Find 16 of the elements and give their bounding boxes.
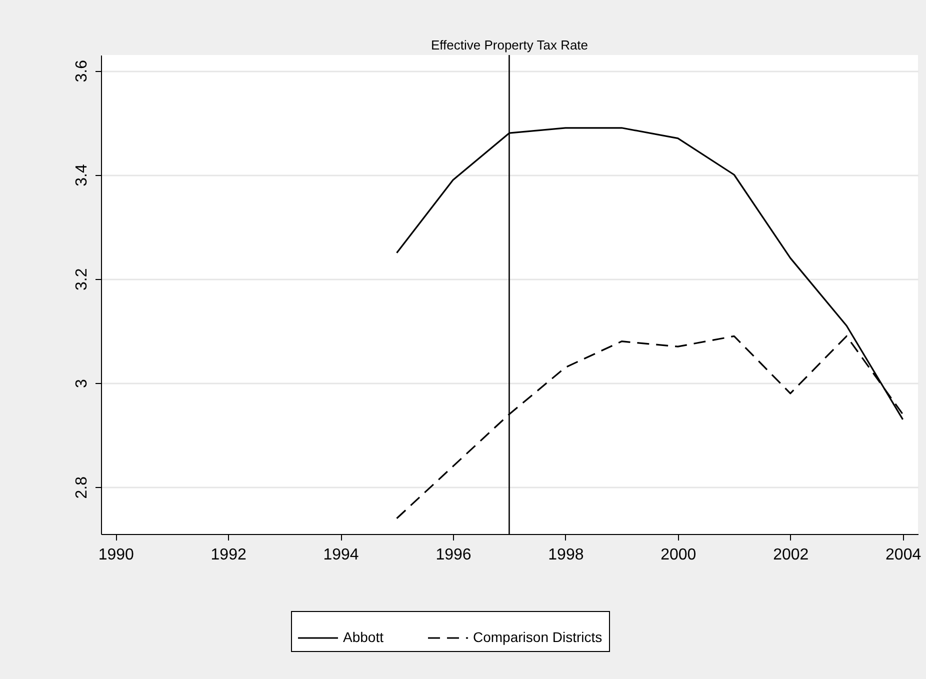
x-tick-label: 1996 xyxy=(436,546,472,564)
x-tick-label: 1990 xyxy=(98,546,134,564)
legend-label: Comparison Districts xyxy=(473,629,602,645)
x-tick-label: 2004 xyxy=(886,546,922,564)
x-tick-label: 1998 xyxy=(548,546,584,564)
y-tick-label: 2.8 xyxy=(74,476,90,499)
y-tick-label: 3.6 xyxy=(74,60,90,82)
x-tick-label: 2002 xyxy=(773,546,809,564)
y-tick-label: 3 xyxy=(74,378,90,388)
y-tick-label: 3.2 xyxy=(74,268,90,291)
chart-title: Effective Property Tax Rate xyxy=(430,37,588,52)
legend-label: Abbott xyxy=(343,629,384,645)
y-tick-label: 3.4 xyxy=(74,164,90,186)
x-tick-label: 1994 xyxy=(323,546,359,564)
x-tick-label: 2000 xyxy=(660,546,696,564)
x-tick-label: 1992 xyxy=(210,546,246,564)
